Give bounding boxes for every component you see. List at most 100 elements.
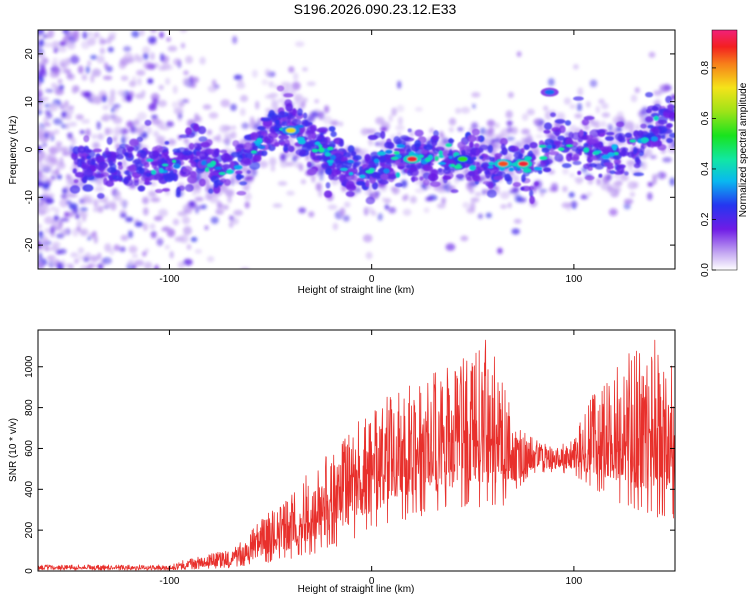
heatmap-blob — [39, 39, 45, 47]
heatmap-blob — [38, 73, 43, 79]
heatmap-blob — [45, 246, 50, 251]
heatmap-blob — [153, 264, 160, 269]
heatmap-blob — [526, 108, 535, 116]
heatmap-blob — [220, 153, 231, 162]
heatmap-blob — [82, 31, 88, 40]
heatmap-blob — [521, 128, 530, 135]
heatmap-blob — [647, 124, 654, 129]
heatmap-blob — [402, 208, 412, 216]
heatmap-blob — [391, 186, 400, 195]
heatmap-blob — [669, 177, 675, 187]
heatmap-blob — [110, 107, 115, 113]
heatmap-blob — [595, 105, 600, 114]
heatmap-blob — [220, 99, 231, 108]
heatmap-blob — [50, 134, 55, 142]
heatmap-blob — [67, 132, 73, 139]
heatmap-blob — [216, 200, 222, 209]
heatmap-blob — [593, 143, 603, 149]
heatmap-blob — [136, 69, 146, 76]
heatmap-blob — [158, 84, 164, 91]
heatmap-blob — [301, 119, 309, 125]
heatmap-blob — [45, 197, 54, 205]
heatmap-blob — [264, 94, 272, 99]
heatmap-blob — [569, 201, 579, 207]
heatmap-blob — [577, 137, 583, 143]
heatmap-blob — [261, 117, 272, 122]
heatmap-blob — [456, 163, 462, 168]
heatmap-blob — [455, 107, 462, 114]
heatmap-blob — [584, 175, 595, 181]
heatmap-blob — [56, 174, 63, 180]
heatmap-blob — [302, 112, 308, 119]
heatmap-blob — [640, 137, 650, 143]
heatmap-blob — [124, 144, 130, 149]
heatmap-blob — [442, 175, 452, 180]
heatmap-blob — [332, 222, 339, 231]
heatmap-blob — [466, 177, 473, 182]
heatmap-blob — [544, 138, 555, 146]
heatmap-blob — [323, 105, 330, 114]
heatmap-blob — [409, 195, 417, 204]
heatmap-blob — [318, 144, 323, 148]
heatmap-blob — [512, 186, 520, 194]
heatmap-blob — [592, 151, 600, 156]
heatmap-blob — [569, 124, 578, 134]
heatmap-blob — [469, 202, 476, 211]
heatmap-blob — [596, 177, 601, 186]
heatmap-blob — [112, 103, 121, 109]
heatmap-blob — [118, 164, 123, 170]
heatmap-blob — [152, 150, 159, 157]
heatmap-blob — [219, 149, 228, 154]
heatmap-blob — [90, 54, 98, 60]
heatmap-blob — [269, 157, 277, 166]
heatmap-blob — [161, 188, 170, 192]
heatmap-blob — [407, 128, 412, 133]
heatmap-blob — [106, 136, 113, 145]
heatmap-blob — [183, 70, 189, 76]
heatmap-hotspots — [146, 87, 659, 179]
heatmap-blob — [123, 52, 134, 61]
heatmap-y-axis-label: Frequency (Hz) — [8, 116, 19, 185]
heatmap-blob — [106, 127, 114, 135]
heatmap-blob — [506, 126, 513, 134]
heatmap-blob — [135, 127, 144, 134]
heatmap-blob — [112, 196, 123, 201]
heatmap-blob — [68, 203, 78, 210]
heatmap-blob — [656, 171, 667, 180]
heatmap-blob — [551, 144, 557, 149]
heatmap-blob — [42, 185, 50, 190]
heatmap-blob — [55, 233, 65, 239]
heatmap-blob — [187, 175, 198, 184]
heatmap-blob — [175, 192, 181, 198]
heatmap-blob — [367, 134, 378, 140]
heatmap-blob — [111, 136, 118, 142]
heatmap-blob — [115, 154, 124, 160]
heatmap-blob — [505, 110, 513, 119]
heatmap-blob — [296, 136, 305, 141]
heatmap-blob — [270, 165, 276, 172]
heatmap-blob — [479, 155, 484, 160]
heatmap-blob — [583, 147, 590, 153]
heatmap-blob — [486, 189, 497, 198]
heatmap-blob — [87, 263, 98, 268]
heatmap-blob — [240, 267, 250, 269]
heatmap-blob — [370, 171, 381, 178]
y-tick-label: 200 — [24, 521, 35, 538]
heatmap-blob — [214, 166, 222, 170]
heatmap-blob — [125, 217, 134, 222]
heatmap-blob — [230, 131, 237, 140]
heatmap-blob — [571, 132, 581, 141]
heatmap-blob — [450, 163, 455, 168]
snr-background — [38, 330, 675, 571]
heatmap-blob — [533, 118, 541, 125]
heatmap-blob — [99, 47, 106, 55]
heatmap-blob — [74, 258, 79, 264]
heatmap-blob — [610, 187, 615, 192]
heatmap-blob — [66, 200, 72, 205]
heatmap-blob — [397, 132, 402, 137]
heatmap-blob — [73, 156, 79, 165]
heatmap-blob — [554, 129, 560, 137]
heatmap-blob — [194, 196, 204, 202]
heatmap-blob — [128, 80, 137, 88]
heatmap-blob — [318, 111, 325, 120]
